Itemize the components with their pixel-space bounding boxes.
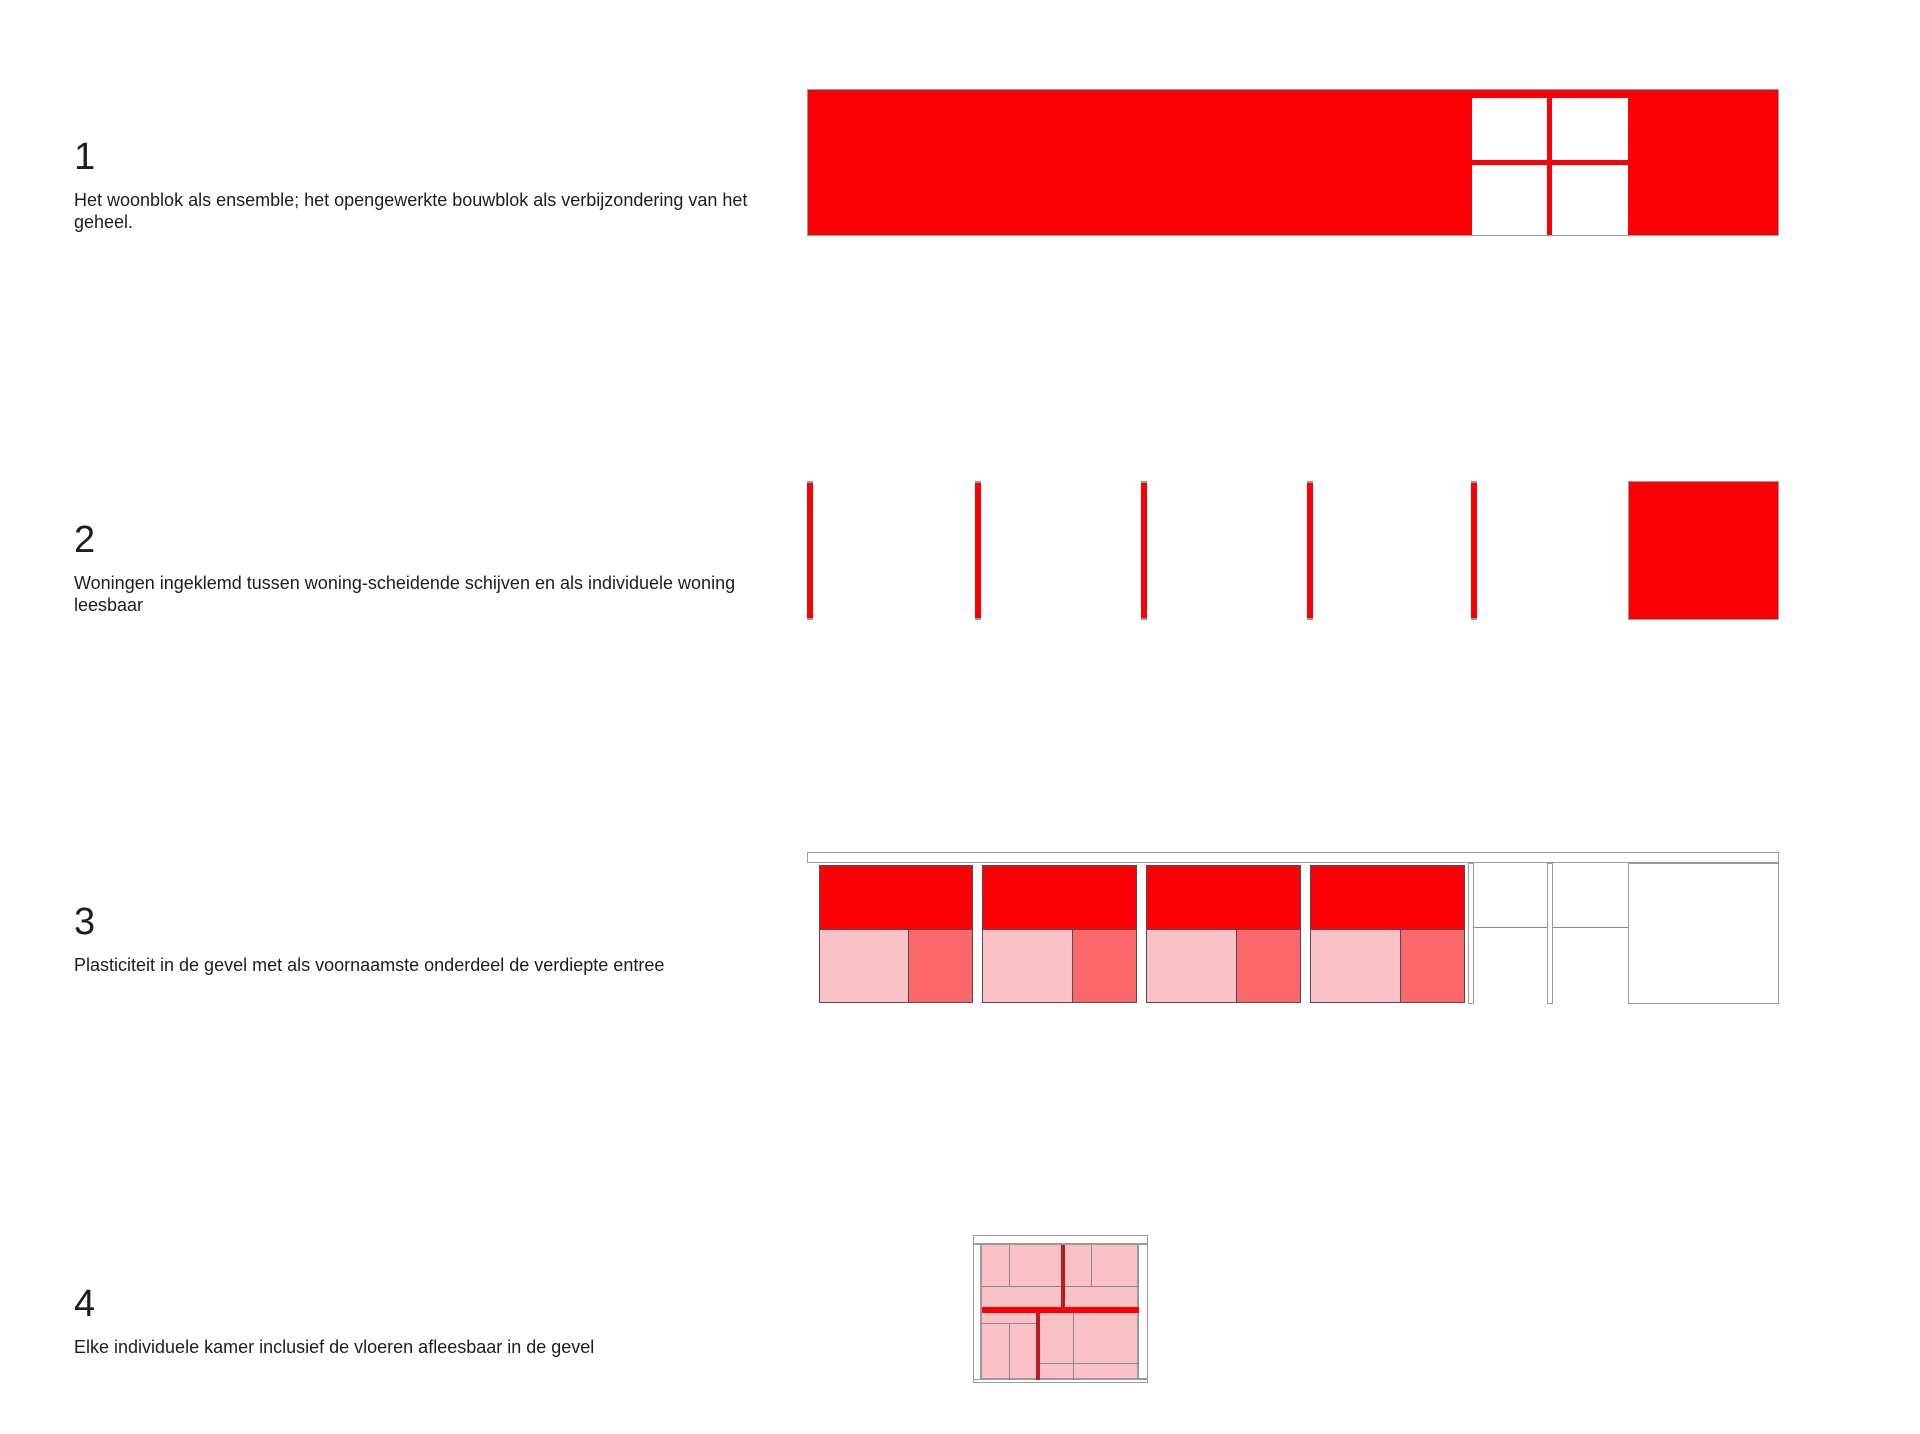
description-line: Plasticiteit in de gevel met als voornaa… — [74, 955, 665, 975]
section-3: 3 Plasticiteit in de gevel met als voorn… — [74, 902, 754, 976]
description-line: leesbaar — [74, 595, 144, 615]
unit-dividing-wall — [1061, 1245, 1065, 1307]
room-line — [1009, 1245, 1010, 1286]
room-line — [1073, 1313, 1074, 1380]
module-entrance-row — [820, 930, 972, 1002]
room-line — [1040, 1363, 1139, 1364]
corner-outline-square — [1628, 863, 1779, 1004]
bay-floor-line — [1474, 927, 1547, 928]
separating-wall-bar — [1141, 481, 1147, 620]
roof-strip — [807, 852, 1779, 863]
entrance-shadow-cell — [1399, 930, 1464, 1002]
room-line — [982, 1286, 1139, 1287]
diagram-separating-walls — [807, 481, 1779, 620]
section-4: 4 Elke individuele kamer inclusief de vl… — [74, 1284, 754, 1358]
module-red-panel — [1311, 866, 1464, 930]
section-1: 1 Het woonblok als ensemble; het opengew… — [74, 137, 754, 233]
entrance-shadow-cell — [1235, 930, 1300, 1002]
diagram-facade-plasticity — [807, 852, 1779, 1004]
recessed-entrance-cell — [1311, 930, 1400, 1002]
module-entrance-row — [983, 930, 1136, 1002]
module-entrance-row — [1311, 930, 1464, 1002]
diagram-floorplan — [973, 1235, 1148, 1383]
room-line — [1091, 1245, 1092, 1286]
section-2: 2 Woningen ingeklemd tussen woning-schei… — [74, 520, 754, 616]
facade-module — [1310, 865, 1465, 1003]
plan-top-strip — [973, 1235, 1148, 1244]
module-red-panel — [820, 866, 972, 930]
floor-slab — [982, 1307, 1139, 1313]
module-entrance-row — [1147, 930, 1300, 1002]
section-4-number: 4 — [74, 1283, 96, 1325]
module-red-panel — [983, 866, 1136, 930]
plan-interior — [981, 1244, 1139, 1380]
entrance-shadow-cell — [1071, 930, 1136, 1002]
recessed-entrance-cell — [1147, 930, 1236, 1002]
recessed-entrance-cell — [820, 930, 909, 1002]
section-3-description: Plasticiteit in de gevel met als voornaa… — [74, 954, 754, 976]
section-1-number: 1 — [74, 136, 96, 178]
section-2-number: 2 — [74, 519, 96, 561]
room-line — [1009, 1323, 1010, 1380]
unit-dividing-wall — [1036, 1313, 1040, 1380]
plan-left-strip — [973, 1244, 981, 1383]
outlined-separating-wall — [1547, 863, 1553, 1004]
cutout-horizontal-stripe — [1472, 160, 1628, 165]
diagram-block-ensemble — [807, 89, 1779, 236]
section-4-description: Elke individuele kamer inclusief de vloe… — [74, 1336, 754, 1358]
facade-module — [1146, 865, 1301, 1003]
facade-module — [819, 865, 973, 1003]
entrance-shadow-cell — [908, 930, 972, 1002]
plan-bottom-strip — [973, 1379, 1148, 1383]
separating-wall-bar — [1471, 481, 1477, 620]
facade-module — [982, 865, 1137, 1003]
recessed-entrance-cell — [983, 930, 1072, 1002]
separating-wall-bar — [1307, 481, 1313, 620]
bay-floor-line — [1553, 927, 1628, 928]
outlined-separating-wall — [1468, 863, 1474, 1004]
section-3-number: 3 — [74, 901, 96, 943]
section-2-description: Woningen ingeklemd tussen woning-scheide… — [74, 572, 754, 616]
solid-end-block — [1628, 481, 1779, 620]
description-line: Woningen ingeklemd tussen woning-scheide… — [74, 573, 736, 593]
section-1-description: Het woonblok als ensemble; het opengewer… — [74, 189, 754, 233]
separating-wall-bar — [975, 481, 981, 620]
module-red-panel — [1147, 866, 1300, 930]
plan-right-strip — [1138, 1244, 1148, 1379]
description-line: Elke individuele kamer inclusief de vloe… — [74, 1337, 595, 1357]
description-line: Het woonblok als ensemble; het opengewer… — [74, 190, 748, 210]
description-line: geheel. — [74, 212, 134, 232]
cutout-vertical-stripe — [1547, 98, 1552, 235]
separating-wall-bar — [807, 481, 813, 620]
